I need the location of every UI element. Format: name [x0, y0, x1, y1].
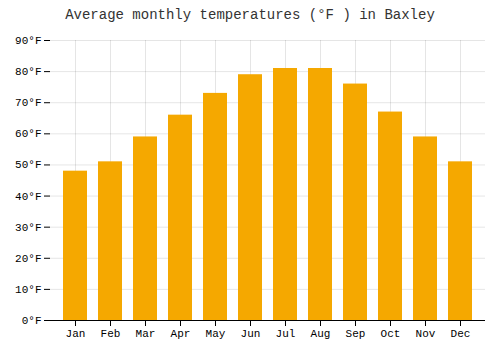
svg-text:50°F: 50°F — [15, 159, 41, 171]
svg-text:May: May — [206, 328, 226, 340]
svg-text:Feb: Feb — [101, 328, 121, 340]
svg-text:Dec: Dec — [451, 328, 471, 340]
svg-text:Jan: Jan — [66, 328, 86, 340]
svg-text:10°F: 10°F — [15, 284, 41, 296]
svg-text:Jul: Jul — [276, 328, 296, 340]
svg-text:90°F: 90°F — [15, 35, 41, 47]
svg-text:40°F: 40°F — [15, 191, 41, 203]
svg-text:Aug: Aug — [311, 328, 331, 340]
svg-text:Mar: Mar — [136, 328, 156, 340]
svg-text:Oct: Oct — [381, 328, 401, 340]
svg-text:70°F: 70°F — [15, 97, 41, 109]
svg-text:Apr: Apr — [171, 328, 191, 340]
svg-text:20°F: 20°F — [15, 253, 41, 265]
svg-text:Jun: Jun — [241, 328, 261, 340]
svg-text:60°F: 60°F — [15, 128, 41, 140]
svg-text:80°F: 80°F — [15, 66, 41, 78]
svg-text:0°F: 0°F — [22, 315, 42, 327]
svg-text:30°F: 30°F — [15, 222, 41, 234]
svg-text:Nov: Nov — [416, 328, 436, 340]
html-text:Average monthly temperatures (: Average monthly temperatures (°F ) in Ba… — [65, 7, 435, 23]
svg-text:Sep: Sep — [346, 328, 366, 340]
